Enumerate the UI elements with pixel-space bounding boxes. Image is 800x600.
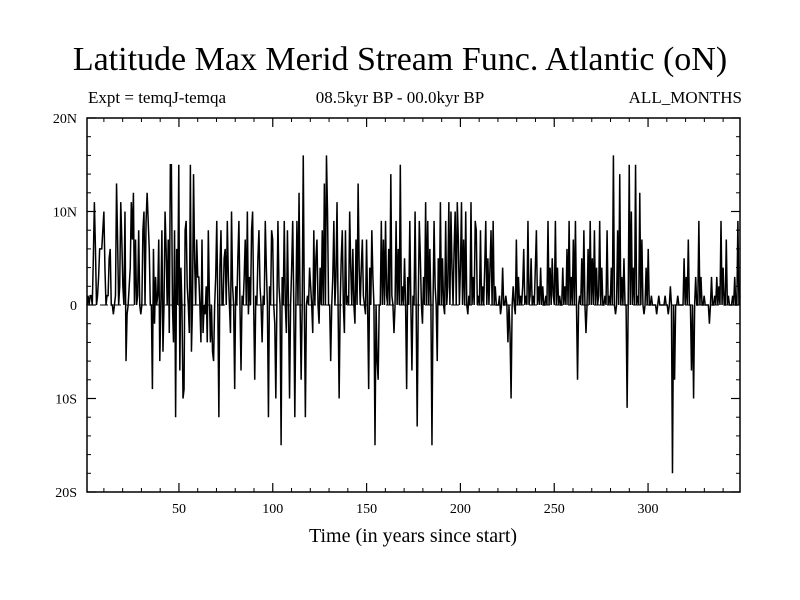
axes: 50 100 150 200 250 300 20N 10N 0 10S 20S xyxy=(53,112,741,517)
x-tick-label: 100 xyxy=(262,502,283,517)
y-tick-label: 10S xyxy=(55,393,77,408)
plot-area xyxy=(86,155,741,474)
x-tick-label: 300 xyxy=(638,502,659,517)
x-tick-label: 50 xyxy=(172,502,186,517)
x-axis-label: Time (in years since start) xyxy=(309,525,517,547)
experiment-label: Expt = temqJ-temqa xyxy=(88,88,227,107)
y-tick-label: 10N xyxy=(53,206,77,221)
x-tick-label: 200 xyxy=(450,502,471,517)
y-tick-label: 0 xyxy=(70,299,77,314)
y-tick-label: 20N xyxy=(53,112,77,127)
period-label: 08.5kyr BP - 00.0kyr BP xyxy=(315,88,485,107)
series-line-1 xyxy=(86,155,741,474)
chart-title: Latitude Max Merid Stream Func. Atlantic… xyxy=(72,41,728,78)
y-tick-label: 20S xyxy=(55,486,77,501)
months-label: ALL_MONTHS xyxy=(628,88,742,107)
x-tick-label: 250 xyxy=(544,502,565,517)
x-tick-label: 150 xyxy=(356,502,377,517)
